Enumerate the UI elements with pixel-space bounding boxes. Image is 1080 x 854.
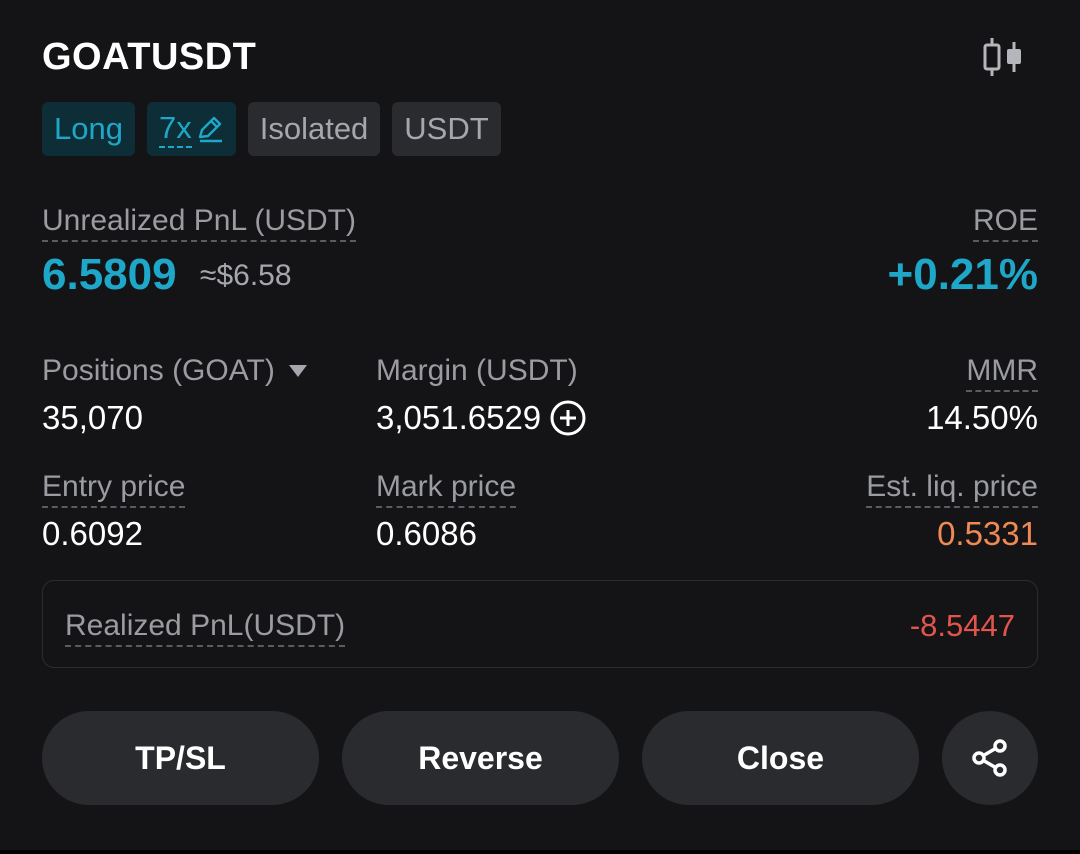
- tpsl-button[interactable]: TP/SL: [42, 711, 319, 805]
- leverage-value: 7x: [158, 110, 192, 148]
- realized-pnl-box: Realized PnL(USDT) -8.5447: [42, 580, 1038, 668]
- positions-value: 35,070: [42, 399, 143, 436]
- entry-price-value: 0.6092: [42, 515, 143, 552]
- bottom-divider: [0, 850, 1080, 854]
- margin-value-row: 3,051.6529: [376, 398, 587, 438]
- plus-circle-icon[interactable]: [549, 399, 587, 437]
- leverage-tag[interactable]: 7x: [146, 102, 236, 156]
- positions-label[interactable]: Positions (GOAT): [42, 352, 309, 390]
- liq-price-label[interactable]: Est. liq. price: [866, 468, 1038, 508]
- margin-mode-tag: Isolated: [247, 102, 381, 156]
- reverse-button[interactable]: Reverse: [342, 711, 619, 805]
- caret-down-icon: [288, 365, 307, 377]
- realized-pnl-label[interactable]: Realized PnL(USDT): [65, 607, 346, 647]
- mark-price-label[interactable]: Mark price: [376, 468, 517, 508]
- edit-pencil-icon: [198, 116, 222, 143]
- share-icon: [972, 739, 1007, 777]
- liq-price-value: 0.5331: [937, 515, 1038, 552]
- mmr-value: 14.50%: [926, 399, 1038, 436]
- unrealized-pnl-label[interactable]: Unrealized PnL (USDT): [42, 202, 356, 242]
- margin-value: 3,051.6529: [376, 399, 542, 436]
- side-tag: Long: [42, 102, 135, 156]
- symbol-title: GOATUSDT: [42, 36, 257, 78]
- candlestick-chart-icon[interactable]: [980, 36, 1026, 78]
- margin-label: Margin (USDT): [376, 354, 578, 387]
- entry-price-label[interactable]: Entry price: [42, 468, 186, 508]
- close-button[interactable]: Close: [642, 711, 919, 805]
- mmr-label[interactable]: MMR: [966, 352, 1038, 392]
- realized-pnl-value: -8.5447: [909, 608, 1015, 643]
- positions-label-text: Positions (GOAT): [42, 354, 275, 387]
- position-tags: Long 7x Isolated USDT: [42, 102, 501, 156]
- settle-tag: USDT: [392, 102, 501, 156]
- mark-price-value: 0.6086: [376, 515, 477, 552]
- unrealized-pnl-approx: ≈$6.58: [200, 259, 292, 292]
- roe-value: +0.21%: [887, 250, 1038, 299]
- share-button[interactable]: [942, 711, 1038, 805]
- unrealized-pnl-value: 6.5809: [42, 250, 177, 299]
- roe-label[interactable]: ROE: [972, 202, 1038, 242]
